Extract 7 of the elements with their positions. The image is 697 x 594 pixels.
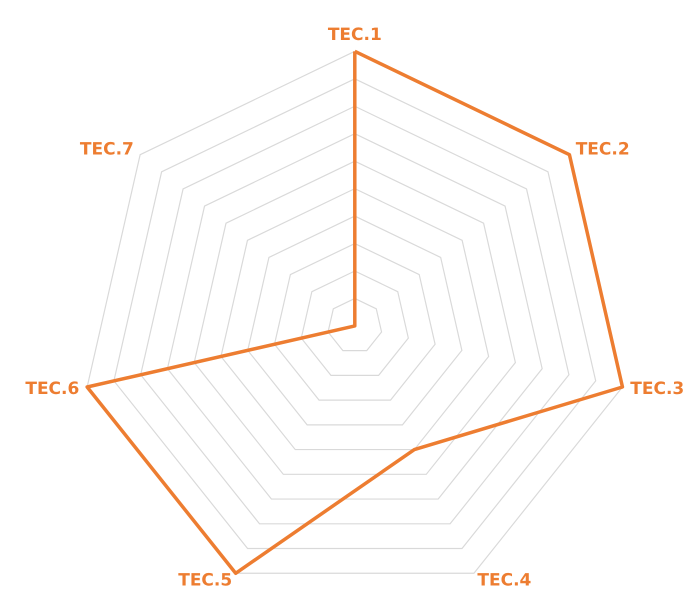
spoke-label: TEC.4: [477, 570, 532, 590]
spoke-label: TEC.3: [630, 378, 684, 399]
spoke-label: TEC.1: [328, 24, 382, 45]
spoke-label: TEC.2: [576, 140, 630, 160]
spoke-label: TEC.7: [80, 140, 134, 160]
spoke-label: TEC.6: [25, 378, 80, 399]
spoke-label: TEC.5: [178, 570, 232, 590]
